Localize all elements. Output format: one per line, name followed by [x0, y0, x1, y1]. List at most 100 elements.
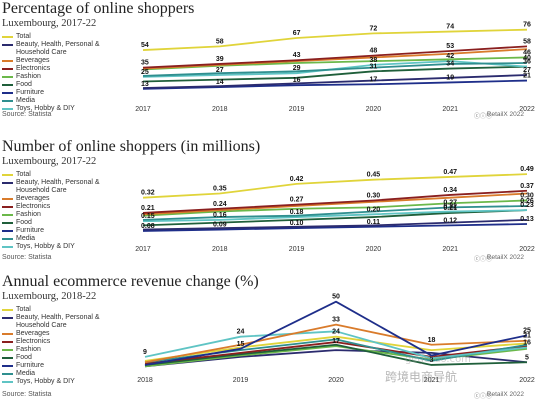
data-label: 0.10: [290, 220, 304, 227]
legend-swatch: [2, 108, 13, 110]
cc-icon: ⓒⓘⓔ: [474, 394, 493, 400]
source-label: Source: Statista: [2, 391, 52, 398]
line-chart: 2017 2018 2019 2020 2021 2022 54 58 67 72 74 76 35 39…: [135, 22, 535, 113]
chart-subtitle: Luxembourg, 2017-22: [2, 18, 97, 29]
data-label: 5: [525, 354, 529, 361]
data-label: 0.26: [520, 198, 534, 205]
series-line: [144, 343, 528, 366]
legend-label: Toys, Hobby & DIY: [16, 378, 75, 385]
data-label: 21: [523, 73, 531, 80]
legend-swatch: [2, 174, 13, 176]
data-label: 9: [143, 349, 147, 356]
x-tick-label: 2018: [137, 377, 153, 384]
legend-label: Toys, Hobby & DIY: [16, 105, 75, 112]
watermark-url: gegeruo.com: [405, 354, 471, 365]
series-line: [142, 205, 528, 221]
data-label: 0.12: [443, 217, 457, 224]
legend-label: Fashion: [16, 346, 41, 353]
data-label: 0.30: [367, 192, 381, 199]
brand-label: RetailX 2022: [486, 391, 524, 398]
x-tick-label: 2017: [135, 106, 151, 113]
series-line: [144, 323, 528, 364]
watermark-text: 跨境电商导航: [385, 370, 458, 384]
data-label: 35: [141, 60, 149, 67]
legend-swatch: [2, 214, 13, 216]
x-tick-label: 2022: [519, 106, 535, 113]
legend-item: Total: [2, 306, 132, 314]
legend-label: Total: [16, 171, 31, 178]
legend-item: Food: [2, 354, 132, 362]
legend-swatch: [2, 182, 13, 184]
series-line: [144, 300, 528, 366]
legend-swatch: [2, 230, 13, 232]
legend-swatch: [2, 309, 13, 311]
legend-label: Media: [16, 370, 36, 377]
data-label: 76: [523, 22, 531, 29]
data-label: 25: [523, 327, 531, 334]
legend-label: Beverages: [16, 57, 50, 64]
data-label: 0.27: [290, 197, 304, 204]
legend-swatch: [2, 44, 13, 46]
data-label: 54: [141, 42, 149, 49]
series-line: [142, 62, 528, 77]
legend-swatch: [2, 198, 13, 200]
legend-label: Fashion: [16, 211, 41, 218]
legend-item: Fashion: [2, 73, 132, 81]
series-line: [142, 56, 528, 71]
legend-swatch: [2, 246, 13, 248]
chart-title: Percentage of online shoppers: [2, 0, 195, 17]
series-line: [142, 28, 528, 51]
data-label: 0.35: [213, 186, 227, 193]
data-label: 58: [216, 38, 224, 45]
line-chart: 2018 2019 2020 2021 2022 15 50 25 33 18 21 9 24 16 24 3…: [137, 294, 535, 384]
data-label: 0.37: [520, 183, 534, 190]
legend-item: Beauty, Health, Personal & Household Car…: [2, 179, 132, 195]
legend-item: Media: [2, 370, 132, 378]
legend-swatch: [2, 222, 13, 224]
legend-swatch: [2, 317, 13, 319]
series-line: [142, 79, 528, 90]
legend-item: Beverages: [2, 330, 132, 338]
data-label: 24: [237, 329, 245, 336]
series-line: [142, 209, 528, 223]
series-line: [142, 223, 528, 232]
data-label: 0.20: [367, 206, 381, 213]
legend-item: Electronics: [2, 65, 132, 73]
data-label: 58: [523, 38, 531, 45]
x-tick-label: 2019: [289, 246, 305, 253]
data-label: 31: [370, 63, 378, 70]
source-label: Source: Statista: [2, 111, 52, 118]
series-line: [142, 218, 528, 231]
legend-item: Food: [2, 81, 132, 89]
legend-label: Fashion: [16, 73, 41, 80]
legend-label: Furniture: [16, 362, 45, 369]
legend: Total Beauty, Health, Personal & Househol…: [2, 306, 132, 386]
legend-swatch: [2, 349, 13, 351]
legend-swatch: [2, 68, 13, 70]
legend-swatch: [2, 341, 13, 343]
legend-swatch: [2, 84, 13, 86]
legend-item: Toys, Hobby & DIY: [2, 105, 132, 113]
legend-label: Food: [16, 354, 32, 361]
legend-item: Electronics: [2, 338, 132, 346]
data-label: 0.30: [520, 192, 534, 199]
legend: Total Beauty, Health, Personal & Househol…: [2, 171, 132, 251]
data-label: 34: [446, 61, 454, 68]
data-label: 17: [332, 338, 340, 345]
legend-label: Total: [16, 33, 31, 40]
data-label: 3: [430, 357, 434, 364]
legend-label: Toys, Hobby & DIY: [16, 243, 75, 250]
data-label: 0.45: [367, 172, 381, 179]
legend-swatch: [2, 100, 13, 102]
data-label: 72: [370, 25, 378, 32]
legend-swatch: [2, 60, 13, 62]
legend-label: Electronics: [16, 203, 51, 210]
brand-label: RetailX 2022: [486, 254, 524, 261]
data-label: 0.18: [290, 209, 304, 216]
source-label: Source: Statista: [2, 254, 52, 261]
data-label: 0.27: [443, 199, 457, 206]
x-tick-label: 2018: [212, 246, 228, 253]
legend-label: Food: [16, 219, 32, 226]
series-line: [142, 74, 528, 89]
data-label: 53: [446, 43, 454, 50]
